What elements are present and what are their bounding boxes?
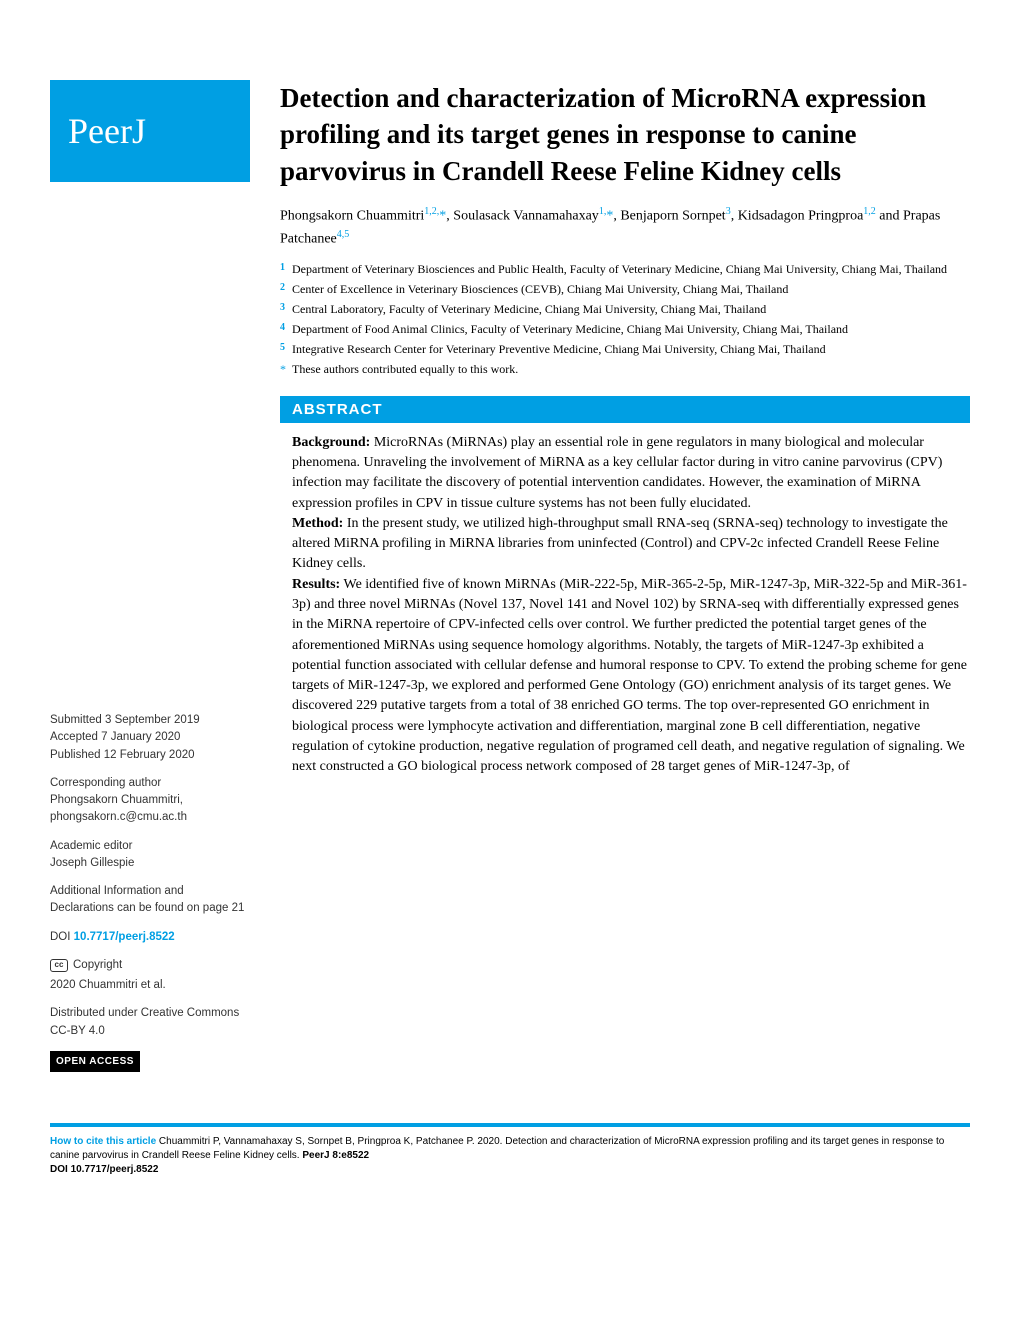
affiliation-row: 3Central Laboratory, Faculty of Veterina… [280, 300, 970, 318]
affiliation-number: 2 [280, 280, 288, 298]
background-label: Background: [292, 435, 370, 450]
corresponding-block: Corresponding author Phongsakorn Chuammi… [50, 775, 250, 827]
background-text: MicroRNAs (MiRNAs) play an essential rol… [292, 435, 942, 511]
affiliation-text: Integrative Research Center for Veterina… [292, 340, 826, 358]
citation-footer: How to cite this article Chuammitri P, V… [50, 1123, 970, 1177]
results-text: We identified five of known MiRNAs (MiR-… [292, 577, 967, 775]
article-meta-sidebar: Submitted 3 September 2019 Accepted 7 Ja… [50, 712, 250, 1072]
submitted-date: 3 September 2019 [105, 714, 200, 726]
author-affil-sup: 4,5 [337, 229, 350, 240]
equal-contrib-text: These authors contributed equally to thi… [292, 360, 518, 378]
license-block: Distributed under Creative Commons CC-BY… [50, 1005, 250, 1040]
author-affil-sup: 1,2 [863, 206, 876, 217]
editor-block: Academic editor Joseph Gillespie [50, 838, 250, 873]
article-title: Detection and characterization of MicroR… [280, 80, 970, 189]
corresponding-email: phongsakorn.c@cmu.ac.th [50, 811, 187, 823]
author-list: Phongsakorn Chuammitri1,2,*, Soulasack V… [280, 204, 970, 249]
corresponding-name: Phongsakorn Chuammitri, [50, 794, 183, 806]
doi-link[interactable]: 10.7717/peerj.8522 [74, 931, 175, 943]
author-name: , Soulasack Vannamahaxay [446, 209, 599, 224]
affiliation-number: 3 [280, 300, 288, 318]
affiliation-number: 5 [280, 340, 288, 358]
abstract-heading: ABSTRACT [280, 396, 970, 423]
open-access-badge: OPEN ACCESS [50, 1051, 140, 1072]
equal-contrib-note: *These authors contributed equally to th… [280, 360, 970, 378]
affiliation-number: 1 [280, 260, 288, 278]
results-label: Results: [292, 577, 340, 592]
copyright-label: Copyright [73, 957, 122, 974]
abstract-body: Background: MicroRNAs (MiRNAs) play an e… [280, 423, 970, 778]
published-label: Published [50, 749, 101, 761]
submitted-label: Submitted [50, 714, 102, 726]
cite-journal: PeerJ 8:e8522 [302, 1150, 369, 1161]
method-text: In the present study, we utilized high-t… [292, 516, 948, 572]
doi-label: DOI [50, 931, 70, 943]
equal-contrib-asterisk: * [280, 360, 288, 378]
author-name: , Benjaporn Sornpet [613, 209, 725, 224]
cite-doi: 10.7717/peerj.8522 [71, 1164, 159, 1175]
affiliation-row: 2Center of Excellence in Veterinary Bios… [280, 280, 970, 298]
additional-info-link[interactable]: Additional Information and Declarations … [50, 883, 250, 918]
dates-block: Submitted 3 September 2019 Accepted 7 Ja… [50, 712, 250, 764]
author-affil-sup: 1,2, [424, 206, 439, 217]
editor-label: Academic editor [50, 840, 132, 852]
cite-text: Chuammitri P, Vannamahaxay S, Sornpet B,… [50, 1136, 944, 1161]
accepted-label: Accepted [50, 731, 98, 743]
affiliation-text: Department of Food Animal Clinics, Facul… [292, 320, 848, 338]
doi-block: DOI 10.7717/peerj.8522 [50, 929, 250, 946]
affiliation-text: Central Laboratory, Faculty of Veterinar… [292, 300, 766, 318]
affiliation-row: 4Department of Food Animal Clinics, Facu… [280, 320, 970, 338]
affiliation-row: 1Department of Veterinary Biosciences an… [280, 260, 970, 278]
cite-label: How to cite this article [50, 1136, 156, 1147]
affiliation-list: 1Department of Veterinary Biosciences an… [280, 260, 970, 378]
published-date: 12 February 2020 [104, 749, 195, 761]
affiliation-row: 5Integrative Research Center for Veterin… [280, 340, 970, 358]
journal-logo: PeerJ [50, 80, 250, 182]
author-name: Phongsakorn Chuammitri [280, 209, 424, 224]
cite-doi-label: DOI [50, 1164, 71, 1175]
author-name: , Kidsadagon Pringproa [731, 209, 864, 224]
copyright-block: cc Copyright [50, 957, 250, 974]
accepted-date: 7 January 2020 [101, 731, 180, 743]
method-label: Method: [292, 516, 343, 531]
corresponding-label: Corresponding author [50, 777, 161, 789]
affiliation-text: Center of Excellence in Veterinary Biosc… [292, 280, 788, 298]
affiliation-number: 4 [280, 320, 288, 338]
affiliation-text: Department of Veterinary Biosciences and… [292, 260, 947, 278]
cc-icon: cc [50, 959, 68, 972]
copyright-text: 2020 Chuammitri et al. [50, 977, 250, 994]
editor-name: Joseph Gillespie [50, 857, 134, 869]
